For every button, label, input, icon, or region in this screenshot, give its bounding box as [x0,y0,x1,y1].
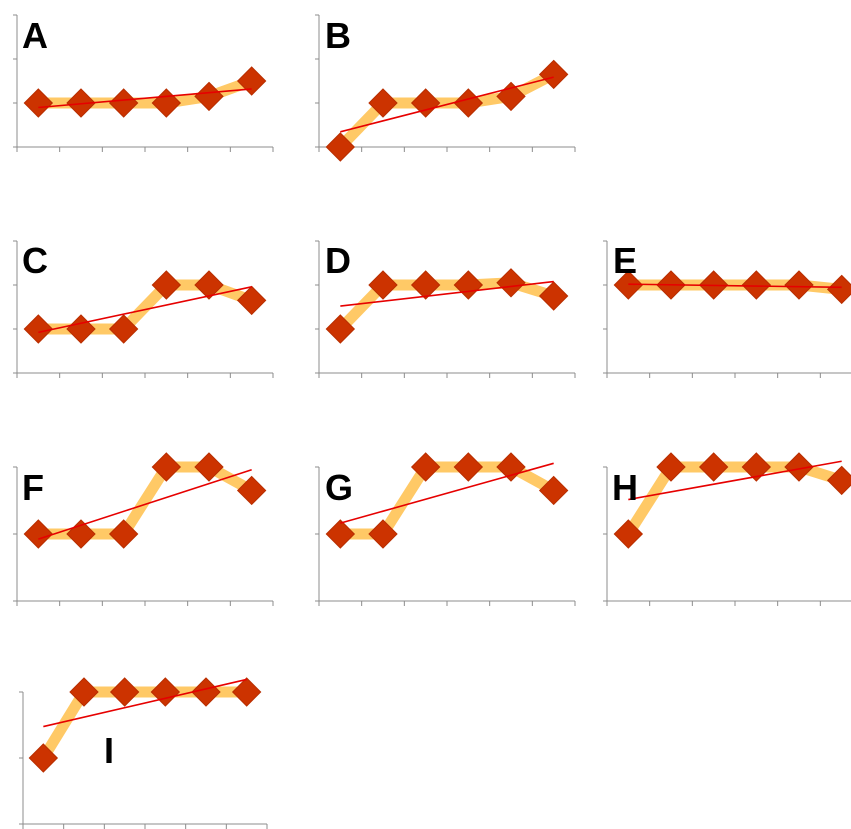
data-point [66,314,96,344]
trend-line [628,460,842,501]
panel-label: B [325,15,351,56]
data-point [368,88,398,118]
data-point [23,88,54,118]
data-point [151,88,182,118]
data-point [108,314,139,344]
data-point [613,270,644,300]
series-line [32,279,258,335]
data-point [194,81,224,112]
trend-line [43,678,247,728]
panel-label: A [22,15,48,56]
data-point [108,519,139,549]
data-point [150,677,181,707]
data-point [108,88,139,118]
data-point [410,88,441,118]
axes [315,14,576,152]
trend-line [340,76,554,133]
axes [315,240,576,378]
series-line [32,461,258,540]
data-point [826,274,851,305]
trend-line [340,462,554,524]
markers [325,59,569,162]
data-point [741,270,772,300]
data-point [656,452,686,482]
data-point [23,519,54,549]
data-point [191,677,221,707]
series-line [37,686,253,764]
data-point [109,677,140,707]
panel-label: G [325,467,353,508]
panel-label: F [22,467,44,508]
panel-label: I [104,730,114,771]
data-point [231,677,262,707]
data-point [368,519,398,549]
data-point [741,452,772,482]
trend-line [340,280,554,307]
panel-label: E [613,240,637,281]
axes [13,240,274,378]
axes [13,14,274,152]
chart-panel-g: G [315,452,576,606]
trend-line [38,468,252,540]
axes [603,466,851,606]
data-point [69,677,99,707]
data-point [194,270,224,300]
data-point [538,281,569,311]
data-point [66,519,96,549]
series-line [334,461,560,540]
markers [613,452,851,549]
series-line [334,277,560,335]
markers [325,268,569,344]
chart-panel-e: E [603,240,851,378]
data-point [538,59,569,90]
chart-panel-d: D [315,240,576,378]
axes [315,466,576,606]
data-point [325,519,356,549]
data-point [496,268,526,298]
axes [13,466,274,606]
series-line [622,461,848,540]
markers [325,452,569,549]
data-point [613,519,644,549]
data-point [325,132,356,162]
panel-label: H [612,467,638,508]
trend-line [628,283,842,289]
markers [23,452,267,549]
data-point [784,270,814,300]
data-point [453,452,484,482]
data-point [368,270,398,300]
data-point [410,270,441,300]
data-point [236,475,267,506]
panel-label: C [22,240,48,281]
data-point [28,743,59,773]
data-point [826,465,851,496]
data-point [538,475,569,506]
data-point [236,66,267,96]
chart-panel-c: C [13,240,274,378]
chart-panel-a: A [13,14,274,152]
trend-line [38,285,252,334]
chart-panel-h: H [603,452,851,606]
data-point [410,452,441,482]
data-point [698,452,729,482]
chart-panel-i: I [19,677,268,829]
data-point [151,452,182,482]
panel-label: D [325,240,351,281]
data-point [453,270,484,300]
data-point [453,88,484,118]
trend-line [38,88,252,109]
data-point [151,270,182,300]
axes [603,240,851,378]
data-point [194,452,224,482]
data-point [325,314,356,344]
markers [28,677,262,773]
data-point [23,314,54,344]
chart-panel-b: B [315,14,576,162]
markers [23,270,267,344]
data-point [784,452,814,482]
chart-panel-f: F [13,452,274,606]
axes [19,691,268,829]
data-point [236,285,267,316]
